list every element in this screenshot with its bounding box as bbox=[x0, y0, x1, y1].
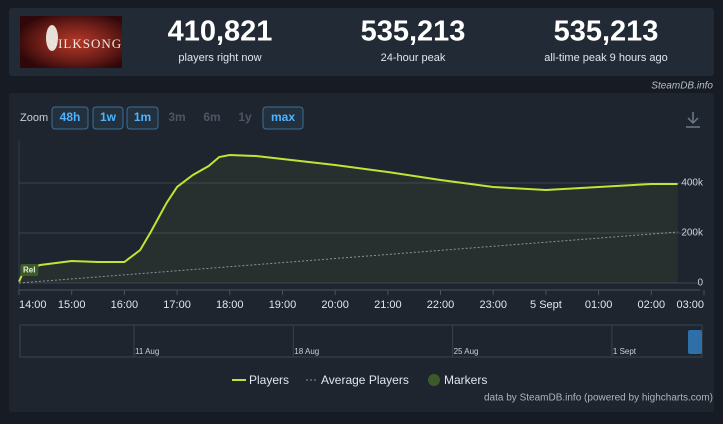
navigator-handle[interactable] bbox=[688, 330, 702, 354]
x-tick-label: 21:00 bbox=[374, 299, 402, 311]
zoom-button[interactable] bbox=[262, 106, 304, 130]
download-arrow-head[interactable] bbox=[687, 117, 699, 125]
stat-value: 535,213 bbox=[361, 16, 466, 48]
navigator-label: 18 Aug bbox=[294, 347, 319, 356]
stat-label: all-time peak 9 hours ago bbox=[544, 52, 668, 64]
legend-swatch bbox=[428, 374, 440, 386]
navigator-label: 1 Sept bbox=[613, 347, 637, 356]
x-tick-label: 14:00 bbox=[19, 299, 47, 311]
y-tick-label: 200k bbox=[681, 228, 704, 239]
x-tick-label: 03:00 bbox=[676, 299, 704, 311]
logo-figure bbox=[46, 25, 58, 51]
game-logo-glow bbox=[20, 16, 122, 68]
navigator-label: 25 Aug bbox=[454, 347, 479, 356]
stat-value: 410,821 bbox=[168, 16, 273, 48]
x-tick-label: 15:00 bbox=[58, 299, 86, 311]
download-icon[interactable] bbox=[686, 112, 700, 128]
x-tick-label: 22:00 bbox=[427, 299, 455, 311]
stat-label: 24-hour peak bbox=[381, 52, 446, 64]
series-line bbox=[18, 231, 678, 284]
x-tick-label: 23:00 bbox=[479, 299, 507, 311]
zoom-button[interactable] bbox=[92, 106, 124, 130]
zoom-button-label[interactable]: 1w bbox=[100, 110, 117, 124]
players-area bbox=[19, 155, 678, 283]
zoom-button-label: 1y bbox=[238, 110, 252, 124]
marker-label: Rel bbox=[23, 266, 35, 275]
x-tick-label: 17:00 bbox=[163, 299, 191, 311]
x-tick-label: 16:00 bbox=[111, 299, 139, 311]
x-tick-label: 01:00 bbox=[585, 299, 613, 311]
x-tick-label: 5 Sept bbox=[530, 299, 562, 311]
legend-label[interactable]: Average Players bbox=[321, 373, 409, 387]
logo-text: SILKSONG bbox=[50, 36, 122, 51]
series-line bbox=[18, 153, 678, 283]
zoom-button-label: 6m bbox=[203, 110, 220, 124]
y-tick-label: 0 bbox=[697, 278, 703, 289]
brand: SteamDB.info bbox=[651, 81, 713, 92]
x-tick-label: 02:00 bbox=[638, 299, 666, 311]
y-tick-label: 400k bbox=[681, 178, 704, 189]
zoom-button-label[interactable]: max bbox=[271, 110, 295, 124]
stat-label: players right now bbox=[178, 52, 261, 64]
zoom-button[interactable] bbox=[51, 106, 89, 130]
x-tick-label: 19:00 bbox=[269, 299, 297, 311]
zoom-button-label[interactable]: 48h bbox=[60, 110, 81, 124]
zoom-label: Zoom bbox=[20, 112, 48, 124]
stat-value: 535,213 bbox=[554, 16, 659, 48]
marker bbox=[20, 264, 39, 276]
x-tick-label: 20:00 bbox=[321, 299, 349, 311]
credits: data by SteamDB.info (powered by highcha… bbox=[484, 393, 713, 404]
navigator-label: 11 Aug bbox=[135, 347, 159, 356]
zoom-button-label: 3m bbox=[168, 110, 185, 124]
x-tick-label: 18:00 bbox=[216, 299, 244, 311]
zoom-button[interactable] bbox=[126, 106, 159, 130]
zoom-button-label[interactable]: 1m bbox=[134, 110, 151, 124]
stats-panel bbox=[9, 8, 714, 76]
legend-label[interactable]: Markers bbox=[444, 373, 487, 387]
navigator bbox=[19, 324, 703, 358]
legend-label[interactable]: Players bbox=[249, 373, 289, 387]
